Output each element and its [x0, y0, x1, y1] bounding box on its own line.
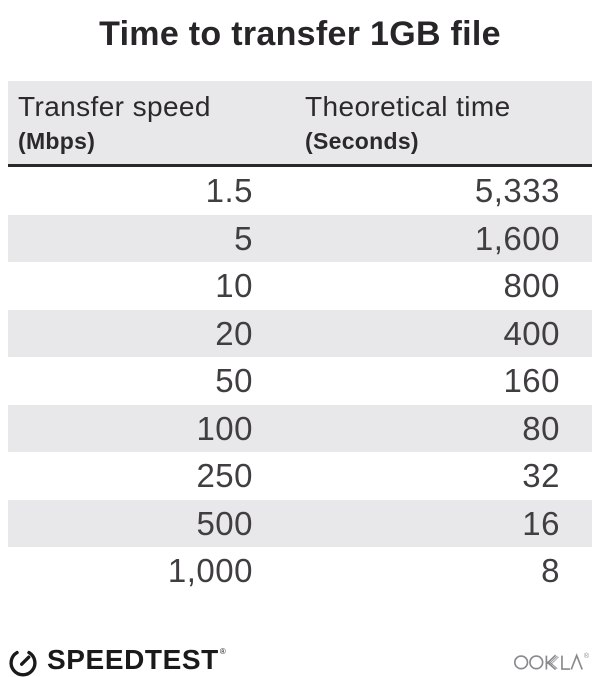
cell-transfer-speed: 5	[234, 219, 253, 257]
column-label: Theoretical time	[305, 91, 511, 122]
transfer-time-table: Transfer speed (Mbps) Theoretical time (…	[8, 81, 592, 595]
cell-theoretical-time: 800	[503, 267, 560, 304]
table-body: 1.5 5,333 5 1,600 10 800 20 400 50 160 100 80 250 32 5…	[8, 167, 592, 595]
column-label: Transfer speed	[18, 91, 211, 122]
ookla-wordmark-icon	[513, 652, 583, 670]
registered-trademark-icon: ®	[583, 652, 589, 660]
table-row: 1.5 5,333	[8, 167, 592, 215]
speedtest-gauge-icon	[9, 650, 37, 677]
cell-transfer-speed: 20	[215, 314, 253, 352]
cell-transfer-speed: 50	[215, 362, 253, 399]
speedtest-logo: SPEEDTEST ®	[8, 645, 226, 677]
table-row: 20 400	[8, 309, 592, 357]
column-unit: (Mbps)	[18, 128, 96, 154]
table-row: 100 80	[8, 404, 592, 452]
cell-theoretical-time: 160	[503, 362, 560, 399]
ookla-logo: ®	[513, 651, 589, 672]
column-unit: (Seconds)	[305, 128, 419, 154]
cell-theoretical-time: 400	[503, 314, 560, 352]
cell-transfer-speed: 500	[196, 504, 253, 542]
cell-theoretical-time: 80	[522, 409, 560, 447]
cell-transfer-speed: 1,000	[167, 552, 253, 589]
table-row: 250 32	[8, 452, 592, 500]
page-title: Time to transfer 1GB file	[99, 15, 501, 53]
cell-transfer-speed: 250	[196, 457, 253, 494]
infographic: Time to transfer 1GB file Transfer speed…	[0, 15, 600, 677]
cell-transfer-speed: 10	[215, 267, 253, 304]
cell-theoretical-time: 8	[541, 552, 560, 589]
table-row: 10 800	[8, 262, 592, 310]
table-row: 500 16	[8, 499, 592, 547]
speedtest-wordmark: SPEEDTEST	[47, 644, 219, 675]
registered-trademark-icon: ®	[219, 647, 226, 656]
table-row: 50 160	[8, 357, 592, 405]
table-header: Transfer speed (Mbps) Theoretical time (…	[8, 81, 592, 167]
cell-theoretical-time: 16	[522, 504, 560, 542]
column-header-theoretical-time: Theoretical time (Seconds)	[253, 89, 592, 164]
cell-transfer-speed: 100	[196, 409, 253, 447]
footer: SPEEDTEST ® ®	[0, 639, 600, 677]
cell-transfer-speed: 1.5	[205, 172, 253, 209]
table-row: 1,000 8	[8, 547, 592, 595]
cell-theoretical-time: 1,600	[474, 219, 560, 257]
cell-theoretical-time: 5,333	[474, 172, 560, 209]
column-header-transfer-speed: Transfer speed (Mbps)	[8, 89, 253, 164]
cell-theoretical-time: 32	[522, 457, 560, 494]
table-row: 5 1,600	[8, 214, 592, 262]
